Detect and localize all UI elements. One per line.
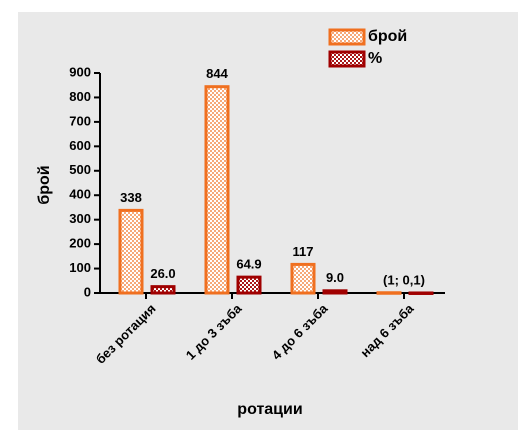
chart-background [18, 12, 518, 430]
data-label: 64.9 [236, 257, 261, 272]
y-tick-label: 0 [84, 284, 91, 299]
y-tick-label: 100 [69, 260, 91, 275]
data-label: 844 [206, 66, 228, 81]
y-tick-label: 800 [69, 89, 91, 104]
legend-swatch [328, 28, 366, 46]
annotation: (1; 0,1) [383, 272, 425, 287]
data-label: 9.0 [326, 270, 344, 285]
bar [322, 289, 348, 295]
legend-label: брой [368, 28, 407, 45]
y-axis-label: брой [36, 165, 53, 204]
data-label: 117 [293, 244, 314, 259]
bar [150, 285, 176, 295]
y-tick-label: 900 [69, 64, 91, 79]
bar [236, 275, 262, 295]
bar [376, 291, 402, 295]
x-axis-label: ротации [237, 401, 302, 418]
bar [290, 262, 316, 295]
y-tick-label: 400 [69, 187, 91, 202]
y-tick-label: 700 [69, 113, 91, 128]
bar [118, 208, 144, 295]
data-label: 26.0 [150, 266, 175, 281]
y-tick-label: 200 [69, 236, 91, 251]
y-tick-label: 600 [69, 138, 91, 153]
bar [408, 291, 434, 295]
y-tick-label: 500 [69, 162, 91, 177]
legend-swatch [328, 50, 366, 68]
data-label: 338 [120, 190, 142, 205]
bar [204, 85, 230, 295]
legend-label: % [368, 50, 382, 67]
y-tick-label: 300 [69, 211, 91, 226]
